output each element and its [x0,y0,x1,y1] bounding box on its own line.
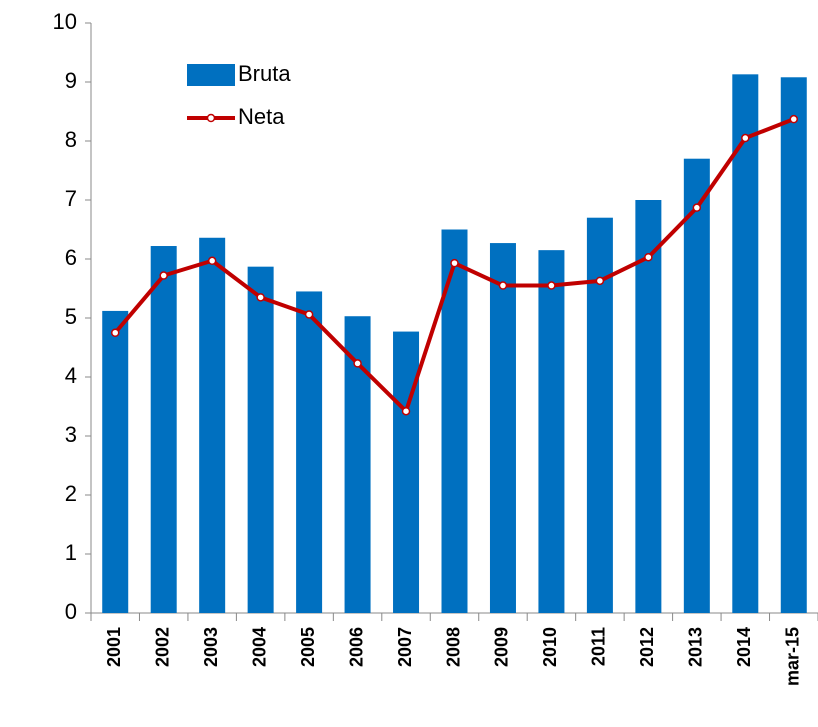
x-tick-label: 2004 [249,627,269,667]
x-tick-label: 2006 [346,627,366,667]
x-tick-label: 2013 [686,627,706,667]
x-tick-label: 2007 [395,627,415,667]
x-tick-label: 2003 [201,627,221,667]
marker [692,203,702,212]
marker [159,271,168,280]
marker [741,133,750,143]
x-tick-label: 2008 [443,627,463,667]
x-tick-label: 2002 [152,627,172,667]
marker [450,258,459,268]
y-tick-label: 0 [65,599,77,624]
marker [498,281,508,290]
bar [538,250,565,613]
bar [780,77,807,613]
y-tick-label: 9 [65,68,77,93]
bar [150,246,177,613]
marker [595,276,605,286]
x-tick-label: 2014 [734,627,754,667]
y-tick-label: 5 [65,304,77,329]
marker [401,406,411,416]
marker [789,114,799,124]
y-tick-label: 8 [65,127,77,152]
x-tick-label: 2011 [589,627,609,666]
marker [547,281,556,290]
y-tick-label: 6 [65,245,77,270]
bar [102,310,129,613]
y-tick-label: 7 [65,186,77,211]
y-tick-label: 2 [65,481,77,506]
y-tick-label: 10 [53,9,77,34]
marker [644,252,653,262]
marker [110,328,120,337]
legend-swatch [187,64,235,86]
marker [207,256,217,266]
y-tick-label: 4 [65,363,77,388]
marker [304,310,314,319]
bar [296,291,323,613]
x-tick-label: mar-15 [783,627,803,686]
legend-label: Bruta [238,61,291,86]
marker [256,293,265,302]
bar [635,200,662,613]
x-tick-label: 2009 [492,627,512,667]
legend-marker [206,113,216,123]
marker [353,359,362,368]
legend-label: Neta [238,104,285,129]
y-tick-label: 1 [65,540,77,565]
bar [732,74,759,613]
x-tick-label: 2012 [637,627,657,667]
x-tick-label: 2001 [104,627,124,667]
x-tick-label: 2010 [540,627,560,667]
x-tick-label: 2005 [298,627,318,667]
bar [683,158,710,613]
bar [247,266,274,613]
bar [199,237,226,613]
bar [393,331,420,613]
y-tick-label: 3 [65,422,77,447]
bar [489,243,516,613]
